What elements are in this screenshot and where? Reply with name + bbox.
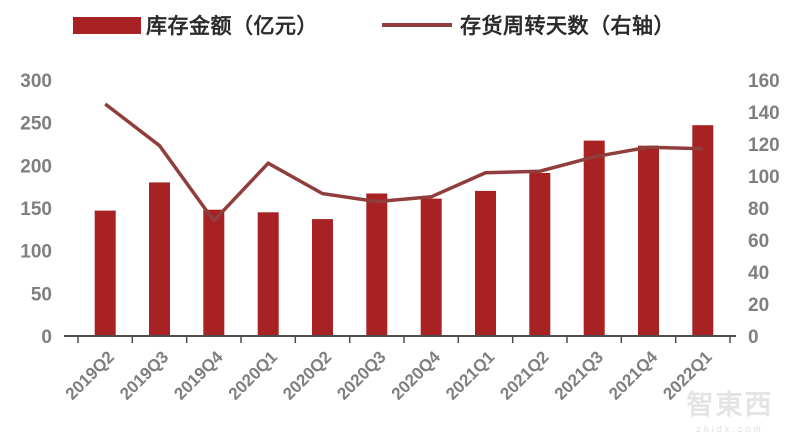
left-axis-tick-label: 300 [20, 71, 52, 92]
right-axis-tick-label: 140 [748, 103, 780, 124]
right-axis-tick-label: 60 [748, 231, 769, 252]
right-axis-tick-label: 20 [748, 295, 769, 316]
x-axis-label-2019Q2: 2019Q2 [62, 347, 118, 403]
left-axis-tick-label: 50 [31, 284, 52, 305]
legend-item-turnover-days: 存货周转天数（右轴） [382, 10, 675, 40]
x-axis-label-2019Q4: 2019Q4 [170, 347, 227, 404]
bar-2020Q2 [312, 219, 333, 336]
bar-2020Q1 [257, 212, 279, 336]
left-axis-tick-label: 250 [20, 114, 52, 135]
bar-2021Q3 [583, 140, 605, 336]
bar-2021Q1 [475, 190, 496, 336]
legend-label-inventory-amount: 库存金额（亿元） [146, 15, 318, 38]
right-axis-tick-label: 40 [748, 263, 769, 284]
line-swatch-icon [382, 23, 452, 27]
bar-2020Q4 [420, 198, 442, 336]
right-axis-tick-label: 100 [748, 167, 780, 188]
left-axis-tick-label: 0 [41, 327, 52, 348]
x-axis-label-2021Q3: 2021Q3 [551, 347, 607, 403]
bar-2021Q2 [529, 173, 551, 336]
x-axis-label-2021Q2: 2021Q2 [496, 347, 552, 403]
x-axis-label-2020Q3: 2020Q3 [333, 347, 389, 403]
bar-2019Q3 [149, 182, 170, 336]
left-axis-tick-label: 100 [20, 242, 52, 263]
bar-2019Q4 [203, 209, 225, 336]
right-axis-tick-label: 120 [748, 135, 780, 156]
right-axis-tick-label: 160 [748, 71, 780, 92]
bar-2020Q3 [366, 193, 388, 336]
legend-item-inventory-amount: 库存金额（亿元） [73, 10, 318, 40]
x-axis-label-2019Q3: 2019Q3 [116, 347, 172, 403]
x-axis-label-2021Q4: 2021Q4 [605, 347, 662, 404]
left-axis-tick-label: 200 [20, 156, 52, 177]
chart-legend: 库存金额（亿元） 存货周转天数（右轴） [73, 8, 800, 42]
legend-label-turnover-days: 存货周转天数（右轴） [460, 15, 675, 38]
bar-swatch-icon [73, 16, 141, 34]
right-axis-tick-label: 0 [748, 327, 759, 348]
turnover-days-line [104, 102, 703, 224]
bar-2022Q1 [692, 125, 714, 336]
bar-2021Q4 [638, 145, 659, 336]
left-axis-tick-label: 150 [20, 199, 52, 220]
bar-2019Q2 [94, 210, 116, 336]
right-axis-tick-label: 80 [748, 199, 769, 220]
x-axis-label-2020Q1: 2020Q1 [225, 347, 281, 403]
x-axis-label-2020Q4: 2020Q4 [388, 347, 445, 404]
x-axis-label-2022Q1: 2022Q1 [659, 347, 715, 403]
x-axis-label-2021Q1: 2021Q1 [442, 347, 498, 403]
x-axis-label-2020Q2: 2020Q2 [279, 347, 335, 403]
